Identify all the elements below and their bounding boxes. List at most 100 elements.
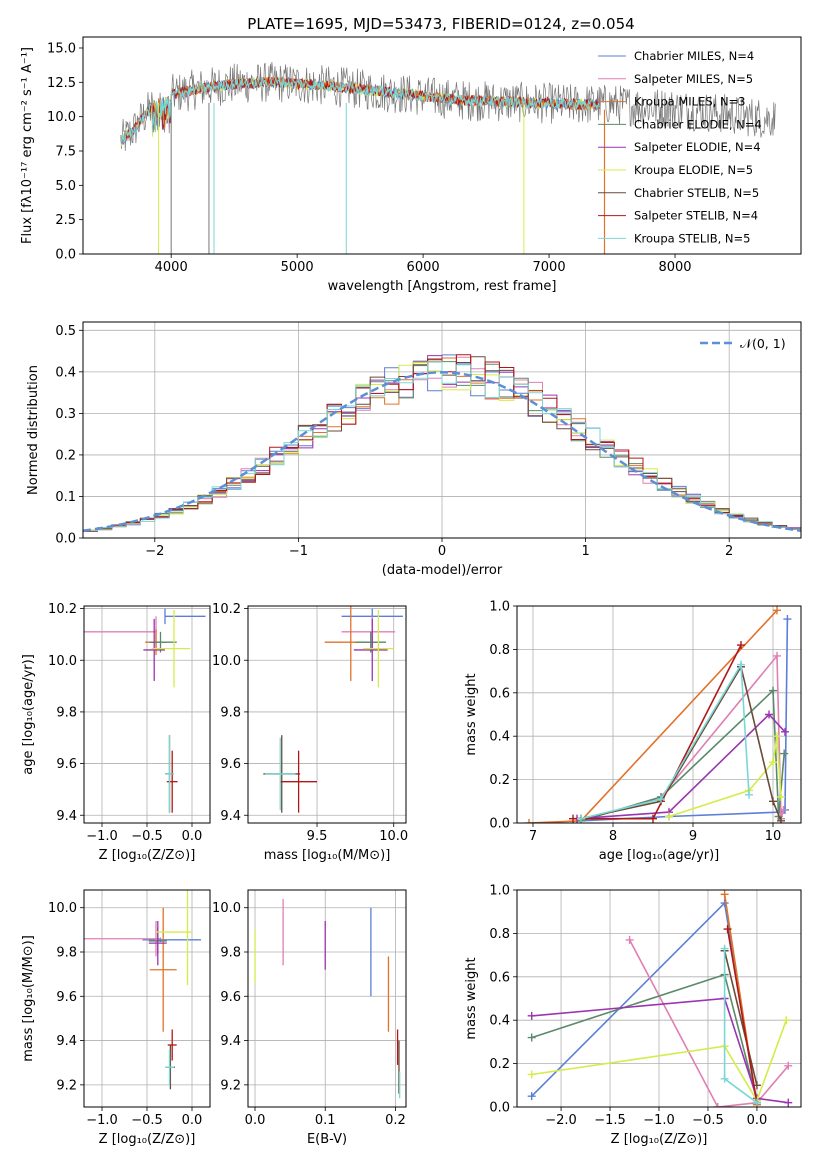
x-tick-label: 4000 xyxy=(155,260,188,275)
legend-label: 𝒩(0, 1) xyxy=(740,336,786,351)
y-tick-label: 0.0 xyxy=(489,1101,510,1116)
legend-label: Salpeter ELODIE, N=4 xyxy=(634,140,761,154)
legend-label: Kroupa MILES, N=3 xyxy=(634,95,746,109)
y-tick-label: 9.4 xyxy=(220,809,241,824)
y-tick-label: 9.4 xyxy=(56,809,77,824)
series-line-kroupa_elodie xyxy=(531,1019,788,1103)
series-marker-kroupa_stelib xyxy=(657,795,665,804)
series-marker-kroupa_stelib xyxy=(720,1074,729,1083)
panel-mass_vs_Z: −1.0 −0.5 0.0 9.2 9.4 9.6 9.8 10.0 Z [log₁₀(Z/Z⊙… xyxy=(21,889,211,1147)
spectrum-line-data xyxy=(120,62,776,151)
series-marker-kroupa_stelib xyxy=(752,1098,761,1107)
y-tick-label: 0.4 xyxy=(55,365,76,380)
spectrum-line-kroupa_stelib xyxy=(120,76,600,144)
y-tick-label: 10.0 xyxy=(212,901,241,916)
axes-frame xyxy=(516,605,802,824)
series-marker-chabrier_stelib xyxy=(777,816,785,823)
x-tick-label: 7 xyxy=(529,829,537,844)
y-axis-label: Normed distribution xyxy=(26,365,41,495)
x-tick-label: 0.0 xyxy=(182,1113,203,1128)
series-marker-salpeter_stelib xyxy=(737,641,745,650)
x-tick-label: 8 xyxy=(609,829,617,844)
y-tick-label: 7.5 xyxy=(55,144,76,159)
series-line-kroupa_elodie xyxy=(668,736,782,818)
series-line-chabrier_elodie xyxy=(580,688,785,822)
y-tick-label: 10.0 xyxy=(212,654,241,669)
series-marker-kroupa_stelib xyxy=(745,790,753,799)
y-tick-label: 0.2 xyxy=(489,1057,510,1072)
x-tick-label: −2.0 xyxy=(545,1113,577,1128)
plot-area xyxy=(84,608,206,813)
series-marker-chabrier_stelib xyxy=(769,797,777,806)
y-tick-label: 0.8 xyxy=(489,643,510,658)
panel-age_vs_Z: −1.0 −0.5 0.0 9.4 9.6 9.8 10.0 10.2 Z [log₁₀(Z/Z… xyxy=(21,602,211,863)
x-tick-label: −1.0 xyxy=(643,1113,675,1128)
y-tick-label: 0.8 xyxy=(489,927,510,942)
series-marker-chabrier_miles xyxy=(527,1092,536,1101)
legend-label: Chabrier MILES, N=4 xyxy=(634,49,754,63)
series-marker-salpeter_elodie xyxy=(765,710,773,719)
panel-age_vs_mass: 9.5 10.0 9.4 9.6 9.8 10.0 10.2 mass [log₁₀(M/M⊙… xyxy=(212,602,408,863)
y-tick-label: 9.8 xyxy=(220,946,241,961)
y-tick-label: 10.2 xyxy=(48,602,77,617)
x-axis-label: age [log₁₀(age/yr)] xyxy=(599,848,720,863)
x-tick-label: 10.0 xyxy=(379,829,408,844)
y-tick-label: 9.8 xyxy=(56,946,77,961)
legend-label: Kroupa ELODIE, N=5 xyxy=(634,163,753,177)
x-axis-label: Z [log₁₀(Z/Z⊙)] xyxy=(99,848,196,863)
y-tick-label: 1.0 xyxy=(489,884,510,899)
x-tick-label: 2 xyxy=(725,544,733,559)
series-line-salpeter_elodie xyxy=(531,997,789,1104)
series-marker-kroupa_miles xyxy=(773,606,781,615)
x-tick-label: 5000 xyxy=(281,260,314,275)
series-line-salpeter_miles xyxy=(580,653,785,822)
x-tick-label: 0.0 xyxy=(747,1113,768,1128)
series-marker-salpeter_miles xyxy=(773,651,781,660)
y-tick-label: 5.0 xyxy=(55,179,76,194)
axes-frame xyxy=(83,605,211,824)
x-axis-label: E(B-V) xyxy=(307,1132,347,1147)
plot-area xyxy=(120,62,776,254)
y-tick-label: 10.0 xyxy=(48,901,77,916)
y-axis-label: age [log₁₀(age/yr)] xyxy=(21,654,36,775)
series-line-kroupa_stelib xyxy=(580,661,750,820)
series-marker-kroupa_stelib xyxy=(737,660,745,669)
series-line-chabrier_stelib xyxy=(580,664,782,822)
y-tick-label: 9.2 xyxy=(220,1078,241,1093)
y-tick-label: 1.0 xyxy=(489,600,510,615)
legend-label: Kroupa STELIB, N=5 xyxy=(634,231,751,245)
panel-massweight_vs_age: 7 8 9 10 0.0 0.2 0.4 0.6 0.8 1.0 age [log₁₀(age/yr… xyxy=(464,600,802,863)
series-marker-salpeter_elodie xyxy=(784,1098,793,1107)
x-tick-label: 0.1 xyxy=(315,1113,336,1128)
series-line-chabrier_stelib xyxy=(723,950,758,1086)
series-marker-kroupa_stelib xyxy=(720,944,729,953)
series-marker-salpeter_stelib xyxy=(569,814,577,823)
y-tick-label: 0.5 xyxy=(55,324,76,339)
y-tick-label: 0.2 xyxy=(489,773,510,788)
axes-frame xyxy=(247,889,407,1108)
series-marker-kroupa_elodie xyxy=(782,1016,791,1025)
plot-area xyxy=(84,890,201,1090)
series-marker-kroupa_elodie xyxy=(665,812,673,821)
y-axis-label: mass weight xyxy=(464,673,479,755)
x-tick-label: −1.5 xyxy=(594,1113,626,1128)
series-marker-salpeter_elodie xyxy=(527,1011,536,1020)
series-marker-salpeter_stelib xyxy=(649,814,657,823)
x-axis-label: Z [log₁₀(Z/Z⊙)] xyxy=(99,1132,196,1147)
axes-frame xyxy=(83,889,211,1108)
series-line-salpeter_miles xyxy=(628,939,789,1107)
legend: Chabrier MILES, N=4 Salpeter MILES, N=5 Kr… xyxy=(598,49,762,245)
x-axis-label: mass [log₁₀(M/M⊙)] xyxy=(264,848,391,863)
x-tick-label: −1 xyxy=(289,544,308,559)
series-marker-chabrier_miles xyxy=(720,899,729,908)
panel-spectrum: 4000 5000 6000 7000 8000 0.0 2.5 5.0 7.5 10.0 12.5… xyxy=(20,36,802,294)
x-tick-label: 8000 xyxy=(658,260,691,275)
y-tick-label: 9.4 xyxy=(56,1034,77,1049)
series-marker-kroupa_stelib xyxy=(577,814,585,823)
x-tick-label: −1.0 xyxy=(86,1113,118,1128)
series-marker-kroupa_elodie xyxy=(777,792,785,801)
axes-frame xyxy=(82,36,802,255)
normal-curve xyxy=(83,371,801,532)
legend-label: Chabrier STELIB, N=5 xyxy=(634,186,759,200)
